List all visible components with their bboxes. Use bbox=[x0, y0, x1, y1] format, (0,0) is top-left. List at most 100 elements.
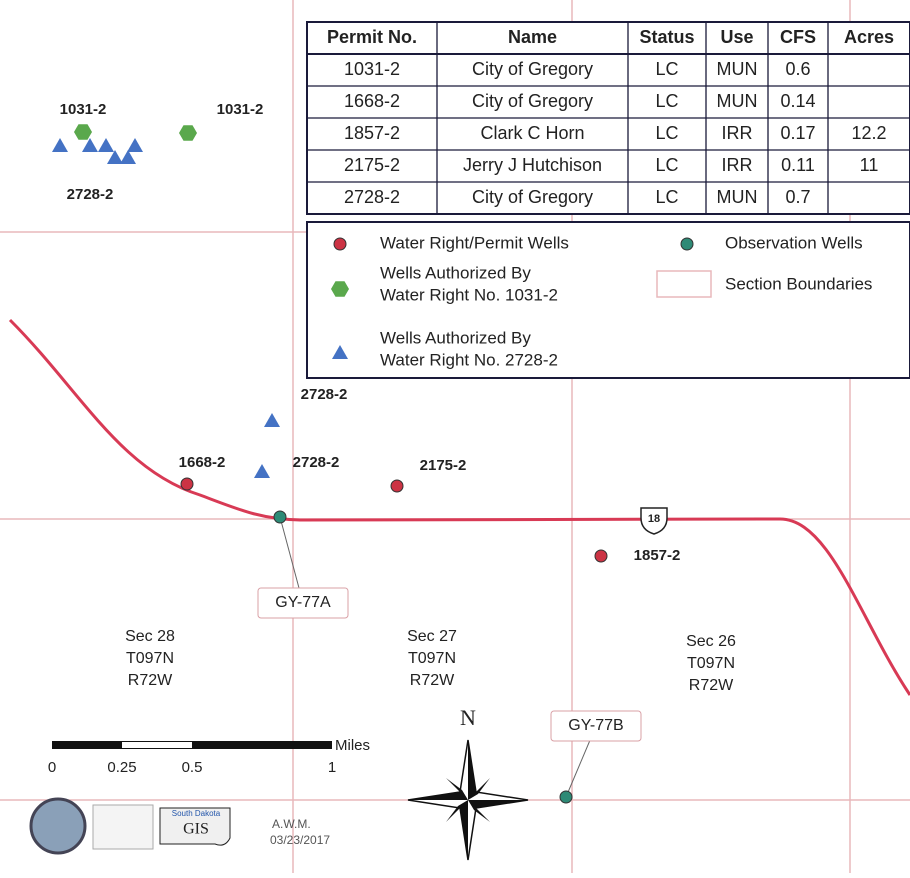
hexagon-well bbox=[74, 124, 92, 140]
callout-box bbox=[550, 710, 642, 742]
credit-date: 03/23/2017 bbox=[270, 833, 330, 847]
logo-seal bbox=[29, 797, 87, 855]
table-cell: 12.2 bbox=[851, 123, 886, 143]
table-cell: 1031-2 bbox=[344, 59, 400, 79]
well-label: 2728-2 bbox=[301, 386, 348, 403]
table-header: CFS bbox=[780, 27, 816, 47]
legend-label: Water Right No. 2728-2 bbox=[380, 350, 558, 369]
triangle-well bbox=[98, 138, 114, 152]
permit-well bbox=[180, 477, 194, 491]
table-cell: LC bbox=[655, 155, 678, 175]
table-cell: 1857-2 bbox=[344, 123, 400, 143]
north-label: N bbox=[460, 705, 476, 730]
table-cell: 0.7 bbox=[785, 187, 810, 207]
legend-label: Observation Wells bbox=[725, 233, 863, 252]
section-label: T097N bbox=[408, 650, 456, 667]
table-cell: 1668-2 bbox=[344, 91, 400, 111]
triangle-well bbox=[52, 138, 68, 152]
section-label: R72W bbox=[128, 672, 173, 689]
well-label: 1031-2 bbox=[60, 101, 107, 118]
table-cell: 2175-2 bbox=[344, 155, 400, 175]
scale-tick: 0.5 bbox=[182, 759, 203, 776]
scale-tick: 0 bbox=[48, 759, 56, 776]
triangle-well bbox=[127, 138, 143, 152]
section-label: Sec 28 bbox=[125, 628, 175, 645]
legend-label: Wells Authorized By bbox=[380, 328, 531, 347]
section-label: R72W bbox=[689, 677, 734, 694]
logo-sd bbox=[159, 807, 231, 846]
table-cell: LC bbox=[655, 91, 678, 111]
table-cell: IRR bbox=[722, 123, 753, 143]
section-label: Sec 26 bbox=[686, 633, 736, 650]
permit-well bbox=[594, 549, 608, 563]
table-header: Name bbox=[508, 27, 557, 47]
well-label: 1668-2 bbox=[179, 454, 226, 471]
table-cell: Jerry J Hutchison bbox=[463, 155, 602, 175]
scale-tick: 1 bbox=[328, 759, 336, 776]
table-cell: City of Gregory bbox=[472, 187, 593, 207]
table-cell: City of Gregory bbox=[472, 59, 593, 79]
legend-frame bbox=[306, 221, 910, 379]
permit-well bbox=[390, 479, 404, 493]
observation-well bbox=[559, 790, 573, 804]
hexagon-well bbox=[331, 281, 349, 297]
observation-label: GY-77B bbox=[568, 717, 623, 734]
well-label: 2175-2 bbox=[420, 457, 467, 474]
legend-label: Water Right/Permit Wells bbox=[380, 233, 569, 252]
section-label: R72W bbox=[410, 672, 455, 689]
route-shield-label: 18 bbox=[648, 513, 660, 525]
triangle-well bbox=[120, 150, 136, 164]
triangle-well bbox=[107, 150, 123, 164]
table-cell: MUN bbox=[717, 187, 758, 207]
table-cell: City of Gregory bbox=[472, 91, 593, 111]
table-cell: 0.11 bbox=[781, 155, 815, 175]
table-header: Status bbox=[639, 27, 694, 47]
section-label: T097N bbox=[126, 650, 174, 667]
legend-symbol bbox=[680, 237, 694, 251]
section-label: T097N bbox=[687, 655, 735, 672]
legend-symbol bbox=[656, 270, 712, 298]
legend-label: Section Boundaries bbox=[725, 274, 872, 293]
north-arrow-fill bbox=[408, 740, 528, 860]
table-header: Acres bbox=[844, 27, 894, 47]
table-cell: LC bbox=[655, 59, 678, 79]
triangle-well bbox=[332, 345, 348, 359]
hexagon-well bbox=[179, 125, 197, 141]
table-cell: 0.17 bbox=[780, 123, 815, 143]
well-label: 2728-2 bbox=[293, 454, 340, 471]
table-cell: LC bbox=[655, 123, 678, 143]
callout-box bbox=[257, 587, 349, 619]
observation-label: GY-77A bbox=[275, 594, 331, 611]
table-cell: 11 bbox=[860, 155, 879, 175]
logo-denr bbox=[92, 804, 154, 850]
triangle-well bbox=[82, 138, 98, 152]
section-label: Sec 27 bbox=[407, 628, 457, 645]
scale-unit: Miles bbox=[335, 737, 370, 754]
logo-text: South Dakota bbox=[172, 809, 221, 818]
credit-author: A.W.M. bbox=[272, 817, 311, 831]
scale-bar-white bbox=[122, 742, 192, 748]
table-cell: 2728-2 bbox=[344, 187, 400, 207]
well-label: 1857-2 bbox=[634, 547, 681, 564]
table-cell: MUN bbox=[717, 91, 758, 111]
table-header: Permit No. bbox=[327, 27, 417, 47]
well-label: 2728-2 bbox=[67, 186, 114, 203]
legend-label: Wells Authorized By bbox=[380, 263, 531, 282]
triangle-well bbox=[254, 464, 270, 478]
well-label: 1031-2 bbox=[217, 101, 264, 118]
route-shield bbox=[640, 507, 668, 535]
logo-text: GIS bbox=[183, 821, 209, 838]
table-cell: 0.14 bbox=[780, 91, 815, 111]
triangle-well bbox=[264, 413, 280, 427]
observation-well bbox=[273, 510, 287, 524]
scale-tick: 0.25 bbox=[107, 759, 136, 776]
table-cell: 0.6 bbox=[785, 59, 810, 79]
table-cell: IRR bbox=[722, 155, 753, 175]
table-header: Use bbox=[720, 27, 753, 47]
legend-label: Water Right No. 1031-2 bbox=[380, 285, 558, 304]
table-cell: Clark C Horn bbox=[480, 123, 584, 143]
highway bbox=[8, 318, 910, 696]
table-cell: LC bbox=[655, 187, 678, 207]
legend-symbol bbox=[333, 237, 347, 251]
